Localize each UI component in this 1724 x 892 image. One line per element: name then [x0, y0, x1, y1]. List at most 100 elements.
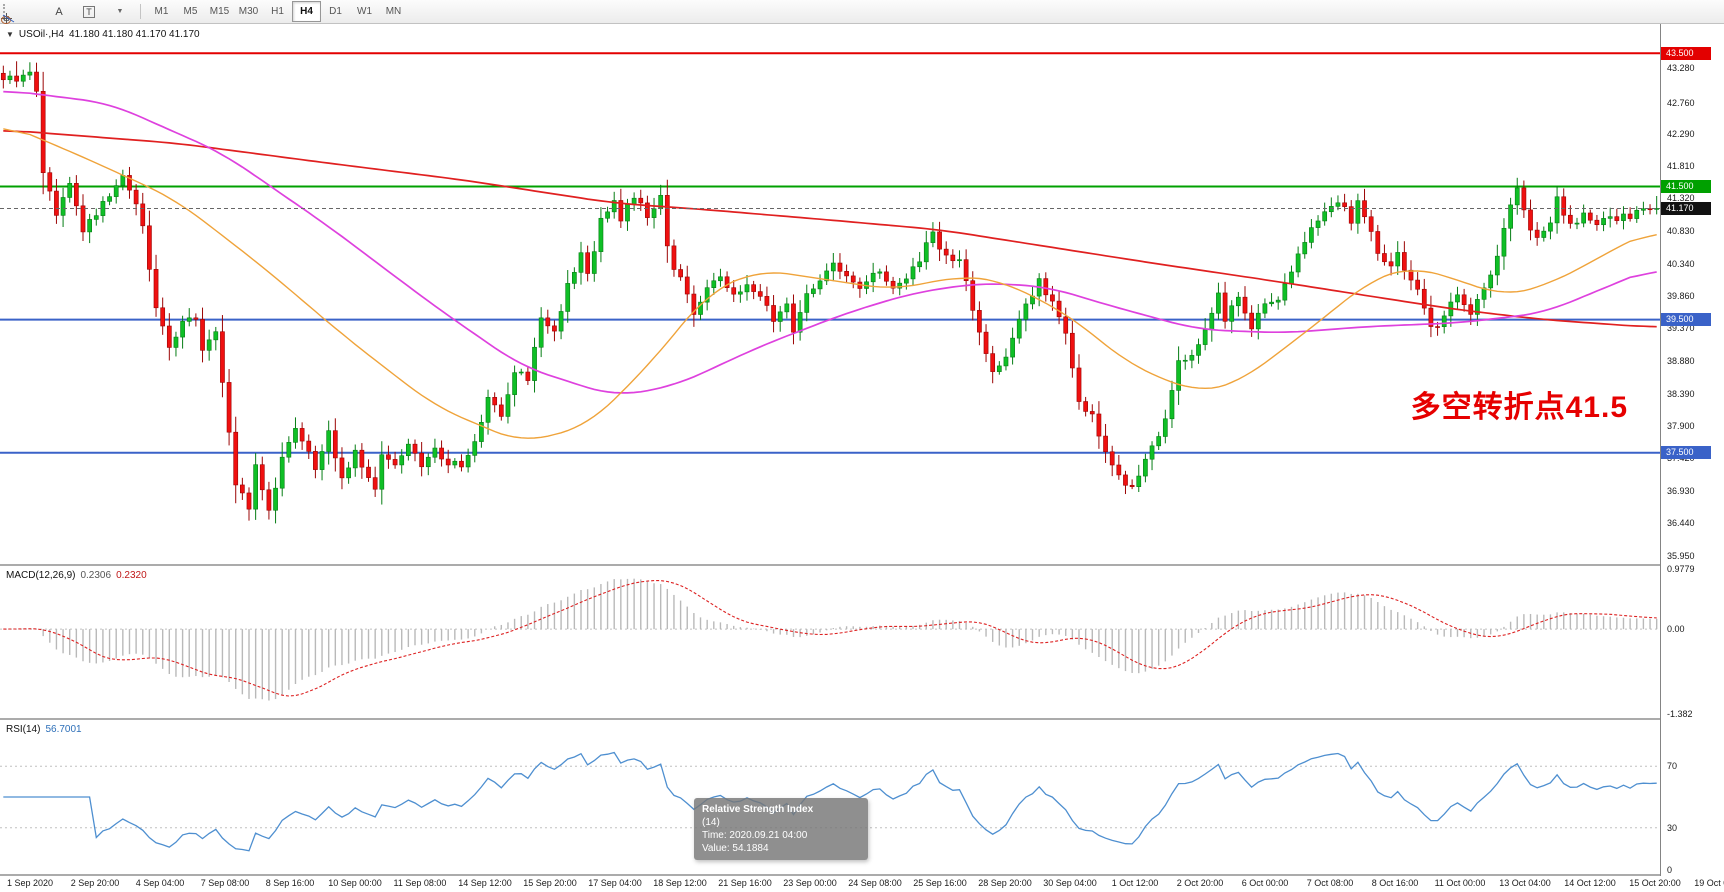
- chart-symbol-label: USOil·,H4: [18, 29, 64, 40]
- timeframe-button-MN[interactable]: MN: [385, 6, 402, 17]
- panel-separator[interactable]: [0, 718, 1724, 720]
- tooltip-value: Value: 54.1884: [702, 843, 769, 854]
- time-axis-label: 4 Sep 04:00: [135, 878, 185, 888]
- ma-line-magenta: [3, 90, 1657, 394]
- time-axis-label: 2 Oct 20:00: [1176, 878, 1224, 888]
- price-tick-label: 37.900: [1667, 421, 1695, 432]
- macd-tick-label: 0.00: [1667, 624, 1685, 635]
- price-tick-label: 42.760: [1667, 97, 1695, 108]
- time-axis-label: 24 Sep 08:00: [848, 878, 902, 888]
- panel-separator[interactable]: [0, 564, 1724, 566]
- toolbar-separator: [140, 4, 141, 19]
- tooltip-period: (14): [702, 817, 720, 828]
- time-axis-label: 1 Oct 12:00: [1111, 878, 1159, 888]
- time-axis-label: 25 Sep 16:00: [913, 878, 967, 888]
- time-axis-label: 8 Oct 16:00: [1371, 878, 1419, 888]
- panel-separator[interactable]: [0, 874, 1724, 876]
- price-tick-label: 39.370: [1667, 323, 1695, 334]
- tooltip-time: Time: 2020.09.21 04:00: [702, 830, 808, 841]
- timeframe-button-M1[interactable]: M1: [154, 6, 169, 17]
- price-line-tag: 39.500: [1661, 313, 1711, 327]
- time-axis-label: 7 Oct 08:00: [1306, 878, 1354, 888]
- timeframe-toolbar: M1 M5 M15 M30 H1 H4 D1 W1 MN: [147, 1, 408, 22]
- shapes-menu-button[interactable]: ▼: [1, 1, 134, 24]
- indicator-tooltip: Relative Strength Index (14) Time: 2020.…: [694, 798, 868, 860]
- time-axis-label: 15 Oct 20:00: [1629, 878, 1681, 888]
- timeframe-button-D1[interactable]: D1: [329, 6, 342, 17]
- chart-ohlc-values: 41.180 41.180 41.170 41.170: [68, 29, 200, 40]
- rsi-value: 56.7001: [45, 724, 82, 735]
- price-tick-label: 39.860: [1667, 290, 1695, 301]
- time-axis-label: 14 Oct 12:00: [1564, 878, 1616, 888]
- ma-line-red: [3, 130, 1657, 328]
- price-line-tag: 43.500: [1661, 46, 1711, 60]
- timeframe-button-M5[interactable]: M5: [183, 6, 198, 17]
- timeframe-button-W1[interactable]: W1: [357, 6, 372, 17]
- time-axis-label: 7 Sep 08:00: [200, 878, 250, 888]
- price-axis[interactable]: 43.47043.28042.76042.29041.81041.32040.8…: [1660, 24, 1724, 876]
- time-axis-label: 18 Sep 12:00: [653, 878, 707, 888]
- chart-annotation-text: 多空转折点41.5: [1410, 391, 1628, 424]
- letter-t-icon: T: [83, 5, 95, 18]
- time-axis-label: 13 Oct 04:00: [1499, 878, 1551, 888]
- time-axis-label: 21 Sep 16:00: [718, 878, 772, 888]
- price-tick-label: 41.810: [1667, 160, 1695, 171]
- price-tick-label: 38.880: [1667, 355, 1695, 366]
- rsi-tick-label: 30: [1667, 822, 1678, 833]
- timeframe-button-H1[interactable]: H1: [271, 6, 284, 17]
- price-tick-label: 42.290: [1667, 128, 1695, 139]
- text-annotation-button[interactable]: A: [44, 1, 74, 23]
- moving-averages-layer: [3, 90, 1657, 439]
- toolbar-grip[interactable]: [3, 3, 9, 20]
- time-axis-label: 10 Sep 00:00: [328, 878, 382, 888]
- macd-signal-value: 0.2320: [116, 570, 147, 581]
- ma-line-orange: [3, 128, 1657, 439]
- text-label-button[interactable]: T: [74, 1, 104, 23]
- price-tick-label: 38.390: [1667, 388, 1695, 399]
- time-axis-label: 28 Sep 20:00: [978, 878, 1032, 888]
- time-axis-label: 17 Sep 04:00: [588, 878, 642, 888]
- price-line-tag: 41.500: [1661, 179, 1711, 193]
- macd-main-value: 0.2306: [80, 570, 112, 581]
- toolbar: A T ▼ M1 M5 M15 M30 H1 H4 D1 W1 MN: [0, 0, 1724, 24]
- time-axis-label: 23 Sep 00:00: [783, 878, 837, 888]
- time-axis-label: 8 Sep 16:00: [265, 878, 315, 888]
- crosshair-tool-button[interactable]: [1, 1, 44, 24]
- rsi-tick-label: 0: [1667, 865, 1673, 876]
- timeframe-button-H4[interactable]: H4: [292, 1, 321, 22]
- rsi-label: RSI(14) 56.7001: [6, 724, 82, 735]
- rsi-line: [3, 751, 1657, 852]
- timeframe-button-M15[interactable]: M15: [209, 6, 230, 17]
- rsi-name: RSI(14): [6, 724, 41, 735]
- macd-panel-canvas[interactable]: [0, 566, 1660, 718]
- time-axis-label: 2 Sep 20:00: [70, 878, 120, 888]
- time-axis[interactable]: 1 Sep 2020 2 Sep 20:00 4 Sep 04:00 7 Sep 08…: [0, 876, 1724, 892]
- price-tick-label: 36.440: [1667, 518, 1695, 529]
- chevron-down-icon: ▼: [116, 8, 124, 15]
- price-tick-label: 43.280: [1667, 62, 1695, 73]
- time-axis-label: 19 Oct 04:00: [1694, 878, 1724, 888]
- price-tick-label: 35.950: [1667, 551, 1695, 561]
- main-chart-canvas[interactable]: [0, 24, 1660, 564]
- price-tick-label: 40.830: [1667, 226, 1695, 237]
- macd-tick-label: -1.382: [1667, 708, 1693, 719]
- macd-signal-line: [3, 580, 1657, 697]
- time-axis-label: 11 Oct 00:00: [1434, 878, 1486, 888]
- chart-title: ▼ USOil·,H4 41.180 41.180 41.170 41.170: [6, 29, 200, 40]
- time-axis-label: 30 Sep 04:00: [1043, 878, 1097, 888]
- candles-layer: [0, 61, 1660, 524]
- time-axis-label: 1 Sep 2020: [6, 878, 54, 888]
- macd-histogram-layer: [9, 578, 1658, 701]
- price-tick-label: 41.320: [1667, 193, 1695, 204]
- price-tick-label: 40.340: [1667, 258, 1695, 269]
- rsi-tick-label: 70: [1667, 761, 1678, 772]
- price-tick-label: 36.930: [1667, 485, 1695, 496]
- time-axis-label: 14 Sep 12:00: [458, 878, 512, 888]
- time-axis-label: 11 Sep 08:00: [393, 878, 447, 888]
- letter-a-icon: A: [55, 5, 63, 18]
- chart-dropdown-icon[interactable]: ▼: [6, 30, 14, 39]
- macd-label: MACD(12,26,9) 0.2306 0.2320: [6, 570, 147, 581]
- timeframe-button-M30[interactable]: M30: [238, 6, 259, 17]
- time-axis-label: 15 Sep 20:00: [523, 878, 577, 888]
